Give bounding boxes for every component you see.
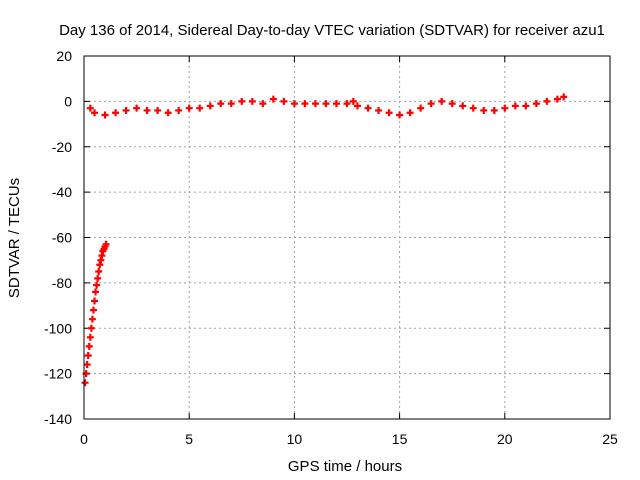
x-tick-label: 25 bbox=[602, 431, 618, 447]
data-point bbox=[91, 109, 99, 117]
data-point bbox=[81, 379, 89, 387]
data-point bbox=[101, 111, 109, 119]
data-point bbox=[560, 93, 568, 101]
data-point bbox=[480, 106, 488, 114]
data-point bbox=[86, 104, 94, 112]
data-point bbox=[196, 104, 204, 112]
data-point bbox=[311, 100, 319, 108]
x-axis-label: GPS time / hours bbox=[288, 458, 402, 475]
data-point bbox=[95, 268, 103, 276]
data-point bbox=[349, 97, 357, 105]
data-point bbox=[438, 97, 446, 105]
data-point bbox=[280, 97, 288, 105]
data-point bbox=[87, 324, 95, 332]
y-axis-label: SDTVAR / TECUs bbox=[6, 178, 23, 298]
data-point bbox=[501, 104, 509, 112]
data-point bbox=[217, 100, 225, 108]
data-point bbox=[364, 104, 372, 112]
x-tick-label: 20 bbox=[497, 431, 513, 447]
x-tick-label: 0 bbox=[80, 431, 88, 447]
data-point bbox=[332, 100, 340, 108]
data-point bbox=[459, 102, 467, 110]
plot-frame bbox=[83, 55, 611, 420]
data-series bbox=[81, 93, 568, 387]
data-point bbox=[354, 102, 362, 110]
y-tick-label: -40 bbox=[52, 184, 72, 200]
data-point bbox=[143, 106, 151, 114]
data-point bbox=[427, 100, 435, 108]
data-point bbox=[133, 104, 141, 112]
x-tick-label: 10 bbox=[287, 431, 303, 447]
x-tick-label: 15 bbox=[392, 431, 408, 447]
y-tick-label: -100 bbox=[44, 320, 72, 336]
data-point bbox=[83, 361, 91, 369]
data-point bbox=[259, 100, 267, 108]
y-tick-label: -120 bbox=[44, 366, 72, 382]
data-point bbox=[88, 315, 96, 323]
data-point bbox=[112, 109, 120, 117]
data-point bbox=[269, 95, 277, 103]
data-point bbox=[122, 106, 130, 114]
data-point bbox=[375, 106, 383, 114]
chart-title: Day 136 of 2014, Sidereal Day-to-day VTE… bbox=[59, 22, 605, 39]
data-point bbox=[406, 109, 414, 117]
data-point bbox=[532, 100, 540, 108]
data-point bbox=[175, 106, 183, 114]
data-point bbox=[84, 351, 92, 359]
data-point bbox=[91, 297, 99, 305]
data-point bbox=[93, 281, 101, 289]
data-point bbox=[448, 100, 456, 108]
data-point bbox=[102, 240, 110, 248]
data-point bbox=[248, 97, 256, 105]
y-tick-label: 0 bbox=[64, 93, 72, 109]
axis-ticks bbox=[83, 55, 611, 420]
data-point bbox=[290, 100, 298, 108]
y-tick-labels: -140 -120 -100 -80 -60 -40 -20 0 20 bbox=[44, 48, 72, 427]
data-point bbox=[385, 109, 393, 117]
grid-lines bbox=[84, 56, 610, 419]
data-point bbox=[94, 274, 102, 282]
data-point bbox=[396, 111, 404, 119]
data-point bbox=[511, 102, 519, 110]
data-point bbox=[522, 102, 530, 110]
data-point bbox=[86, 333, 94, 341]
y-tick-label: -140 bbox=[44, 411, 72, 427]
data-point bbox=[553, 95, 561, 103]
data-point bbox=[89, 306, 97, 314]
data-point bbox=[469, 104, 477, 112]
data-point bbox=[164, 109, 172, 117]
y-tick-label: -20 bbox=[52, 139, 72, 155]
data-point bbox=[85, 342, 93, 350]
data-point bbox=[490, 106, 498, 114]
data-point bbox=[343, 100, 351, 108]
data-point bbox=[417, 104, 425, 112]
x-tick-labels: 0 5 10 15 20 25 bbox=[80, 431, 618, 447]
data-point bbox=[185, 104, 193, 112]
data-point bbox=[301, 100, 309, 108]
data-point bbox=[238, 97, 246, 105]
y-tick-label: 20 bbox=[56, 48, 72, 64]
y-tick-label: -60 bbox=[52, 230, 72, 246]
y-tick-label: -80 bbox=[52, 275, 72, 291]
data-point bbox=[227, 100, 235, 108]
data-point bbox=[92, 288, 100, 296]
x-tick-label: 5 bbox=[185, 431, 193, 447]
data-point bbox=[206, 102, 214, 110]
data-point bbox=[154, 106, 162, 114]
data-point bbox=[543, 97, 551, 105]
data-point bbox=[322, 100, 330, 108]
